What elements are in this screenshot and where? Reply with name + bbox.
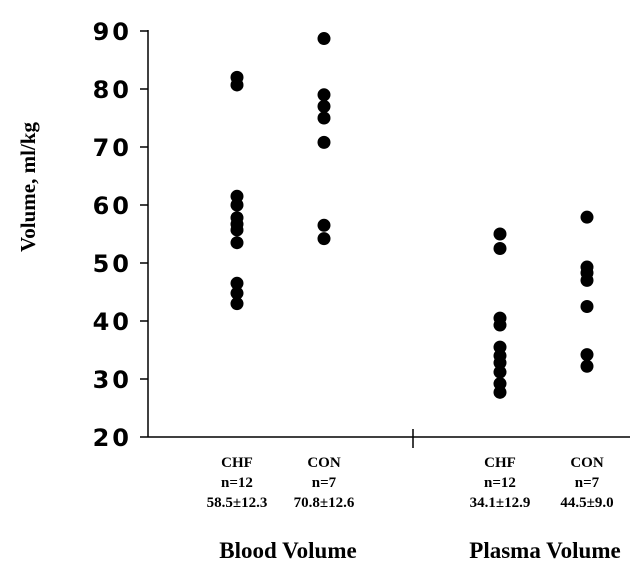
y-tick-label: 30	[93, 366, 132, 394]
data-point	[580, 210, 594, 224]
data-point	[580, 348, 594, 362]
data-point	[493, 227, 507, 241]
y-ticks: 20 30 40 50 60 70 80 90	[93, 18, 148, 452]
group-label: CON	[570, 455, 604, 471]
data-point	[493, 385, 507, 399]
data-point	[580, 300, 594, 313]
group-label: 58.5±12.3	[207, 495, 268, 511]
y-tick-label: 50	[93, 250, 132, 278]
data-points	[230, 32, 594, 399]
data-point	[317, 135, 331, 149]
group-label: n=7	[575, 475, 600, 491]
panel-titles: Blood Volume Plasma Volume	[219, 538, 620, 561]
panel-title: Blood Volume	[219, 538, 356, 561]
group-label: 34.1±12.9	[470, 495, 531, 511]
data-point	[493, 242, 507, 255]
y-axis-label: Volume, ml/kg	[16, 122, 40, 252]
data-point	[580, 359, 594, 373]
y-tick-label: 20	[93, 424, 132, 452]
data-point	[230, 223, 244, 237]
data-point	[580, 273, 594, 287]
data-point	[493, 365, 507, 379]
data-point	[230, 276, 244, 290]
data-point	[230, 236, 244, 250]
data-point	[317, 99, 331, 113]
data-point	[317, 232, 331, 246]
group-label: n=7	[312, 475, 337, 491]
y-tick-label: 40	[93, 308, 132, 336]
data-point	[317, 88, 331, 102]
group-label: CON	[307, 455, 341, 471]
data-point	[230, 297, 244, 311]
group-label: CHF	[221, 455, 253, 471]
y-tick-label: 80	[93, 76, 132, 104]
group-label: 44.5±9.0	[560, 495, 613, 511]
data-point	[230, 286, 244, 300]
data-point	[493, 318, 507, 332]
panel-title: Plasma Volume	[469, 538, 620, 561]
group-labels: CHF n=12 58.5±12.3 CON n=7 70.8±12.6 CHF n=12 34…	[207, 455, 614, 511]
group-label: 70.8±12.6	[294, 495, 355, 511]
data-point	[317, 32, 331, 46]
y-tick-label: 60	[93, 192, 132, 220]
y-tick-label: 90	[93, 18, 132, 46]
data-point	[230, 78, 244, 92]
group-label: n=12	[221, 475, 253, 491]
y-tick-label: 70	[93, 134, 132, 162]
data-point	[317, 218, 331, 232]
data-point	[230, 198, 244, 212]
group-label: CHF	[484, 455, 516, 471]
data-point	[317, 111, 331, 125]
group-label: n=12	[484, 475, 516, 491]
data-point	[493, 356, 507, 370]
